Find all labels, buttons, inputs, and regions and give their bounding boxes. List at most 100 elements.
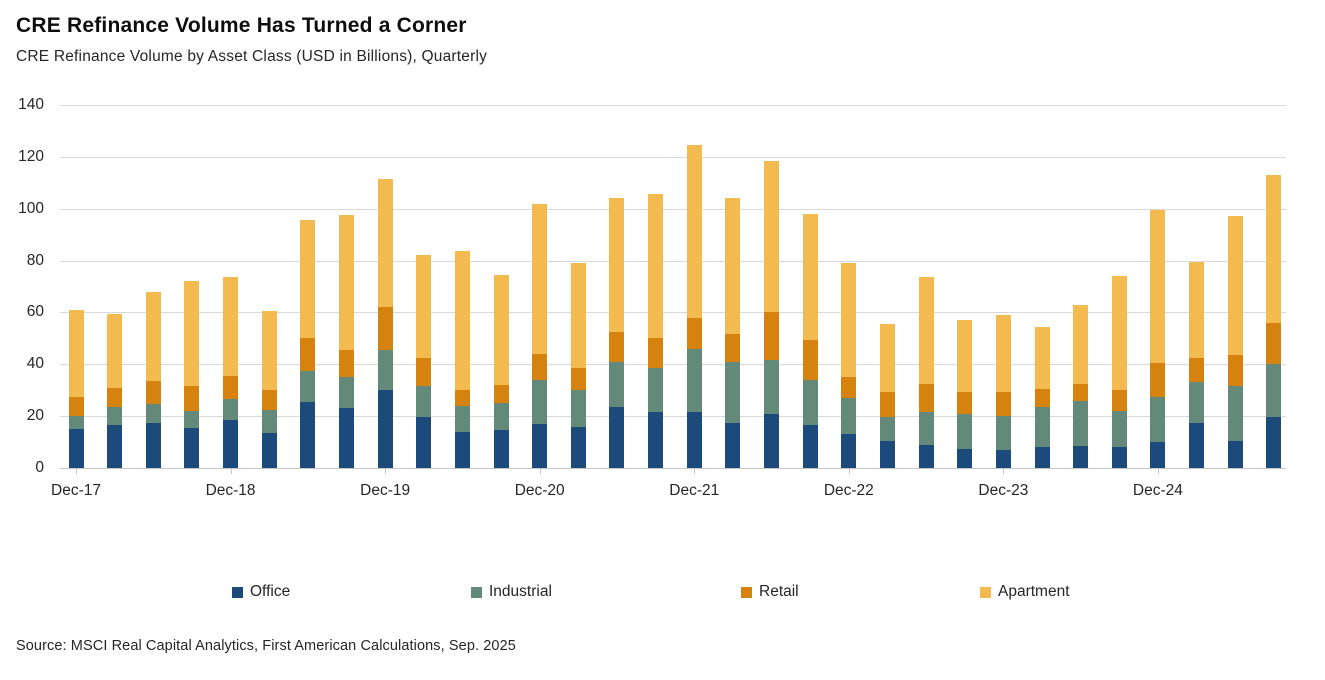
bar-segment-office-jun-24 <box>1073 445 1089 468</box>
bar-segment-industrial-jun-24 <box>1073 400 1089 446</box>
bar-segment-apartment-sep-24 <box>1111 276 1127 391</box>
bar-segment-apartment-mar-25 <box>1189 261 1205 358</box>
bar-segment-industrial-mar-23 <box>879 417 895 441</box>
bar-segment-industrial-jun-25 <box>1227 386 1243 441</box>
gridline <box>60 364 1286 366</box>
bar-segment-office-sep-24 <box>1111 447 1127 468</box>
y-tick-label: 40 <box>26 355 44 373</box>
legend-label-office: Office <box>250 583 291 600</box>
gridline <box>60 260 1286 262</box>
bar-segment-office-dec-22 <box>841 434 857 468</box>
bar-segment-retail-dec-24 <box>1150 362 1166 397</box>
bar-segment-apartment-jun-19 <box>300 220 316 339</box>
bar-segment-apartment-dec-18 <box>223 277 239 376</box>
bar-segment-retail-dec-18 <box>223 375 239 400</box>
bar-segment-retail-mar-23 <box>879 391 895 418</box>
x-tick-mark <box>848 468 850 474</box>
bar-segment-industrial-dec-19 <box>377 350 393 391</box>
bar-segment-retail-mar-18 <box>107 387 123 408</box>
bar-segment-industrial-dec-20 <box>532 379 548 424</box>
bar-segment-office-jun-23 <box>918 444 934 468</box>
legend-item-industrial: Industrial <box>471 583 552 601</box>
bar-segment-apartment-dec-22 <box>841 263 857 378</box>
x-tick-mark <box>385 468 387 474</box>
x-tick-mark <box>1157 468 1159 474</box>
bar-segment-retail-jun-23 <box>918 383 934 413</box>
bar-segment-retail-dec-19 <box>377 307 393 351</box>
bar-segment-office-jun-18 <box>145 422 161 468</box>
bar-segment-industrial-mar-19 <box>261 409 277 433</box>
y-tick-label: 60 <box>26 303 44 321</box>
bar-segment-office-mar-25 <box>1189 422 1205 468</box>
bar-segment-industrial-sep-20 <box>493 403 509 431</box>
bar-segment-apartment-dec-19 <box>377 178 393 308</box>
legend-item-apartment: Apartment <box>980 583 1070 601</box>
bar-segment-office-sep-22 <box>802 425 818 468</box>
bar-segment-office-dec-21 <box>686 412 702 468</box>
bar-segment-office-sep-18 <box>184 427 200 468</box>
bar-segment-retail-sep-25 <box>1266 322 1282 365</box>
bar-segment-retail-jun-19 <box>300 338 316 371</box>
bar-segment-industrial-jun-22 <box>764 360 780 414</box>
x-tick-label: Dec-22 <box>823 482 874 499</box>
bar-segment-office-sep-23 <box>957 448 973 468</box>
bar-segment-office-jun-19 <box>300 401 316 468</box>
bar-segment-retail-sep-19 <box>338 350 354 378</box>
bar-segment-industrial-dec-21 <box>686 348 702 413</box>
bar-segment-apartment-mar-21 <box>570 263 586 369</box>
bar-segment-apartment-dec-17 <box>68 309 84 397</box>
legend-label-apartment: Apartment <box>998 583 1070 600</box>
x-axis-line <box>60 468 1286 469</box>
x-tick-label: Dec-18 <box>205 482 256 499</box>
gridline <box>60 105 1286 106</box>
bar-segment-retail-jun-21 <box>609 331 625 362</box>
bar-segment-retail-mar-21 <box>570 368 586 391</box>
bar-segment-retail-sep-20 <box>493 385 509 404</box>
bar-segment-retail-sep-21 <box>648 338 664 369</box>
bar-segment-apartment-jun-25 <box>1227 216 1243 356</box>
bar-segment-apartment-sep-25 <box>1266 175 1282 323</box>
bar-segment-office-jun-21 <box>609 407 625 468</box>
legend-item-office: Office <box>232 583 290 601</box>
bar-segment-office-dec-24 <box>1150 442 1166 468</box>
bar-segment-apartment-dec-23 <box>995 315 1011 392</box>
x-tick-label: Dec-21 <box>669 482 720 499</box>
bar-segment-office-sep-25 <box>1266 417 1282 468</box>
bar-segment-office-dec-20 <box>532 423 548 468</box>
legend-item-retail: Retail <box>741 583 799 601</box>
bar-segment-retail-jun-24 <box>1073 383 1089 401</box>
bar-segment-industrial-mar-22 <box>725 361 741 423</box>
bar-segment-industrial-dec-17 <box>68 416 84 430</box>
bar-segment-industrial-jun-20 <box>454 405 470 432</box>
bar-segment-office-dec-18 <box>223 420 239 468</box>
y-tick-label: 80 <box>26 251 44 269</box>
bar-segment-apartment-jun-22 <box>764 160 780 313</box>
bar-segment-retail-dec-23 <box>995 391 1011 417</box>
x-tick-mark <box>539 468 541 474</box>
bar-segment-apartment-jun-21 <box>609 198 625 332</box>
bar-segment-office-mar-23 <box>879 440 895 468</box>
bar-segment-industrial-mar-18 <box>107 407 123 426</box>
source-note: Source: MSCI Real Capital Analytics, Fir… <box>16 638 516 654</box>
bar-segment-office-mar-24 <box>1034 447 1050 468</box>
bar-segment-industrial-sep-25 <box>1266 364 1282 418</box>
y-tick-label: 140 <box>18 96 44 113</box>
bar-segment-retail-jun-22 <box>764 312 780 361</box>
bar-segment-retail-jun-20 <box>454 390 470 406</box>
bar-segment-industrial-mar-21 <box>570 390 586 427</box>
bar-segment-retail-mar-24 <box>1034 388 1050 408</box>
bar-segment-apartment-dec-20 <box>532 203 548 354</box>
bar-segment-retail-mar-19 <box>261 390 277 410</box>
bar-segment-industrial-sep-24 <box>1111 410 1127 448</box>
legend-swatch-apartment <box>980 586 991 598</box>
x-tick-label: Dec-24 <box>1132 482 1183 499</box>
bar-segment-apartment-jun-24 <box>1073 304 1089 384</box>
x-tick-mark <box>694 468 696 474</box>
bar-segment-apartment-dec-21 <box>686 145 702 318</box>
bar-segment-apartment-sep-21 <box>648 194 664 339</box>
bar-segment-office-jun-25 <box>1227 440 1243 468</box>
bar-segment-retail-dec-21 <box>686 317 702 349</box>
bar-segment-apartment-sep-19 <box>338 215 354 351</box>
bar-segment-industrial-mar-24 <box>1034 407 1050 448</box>
x-tick-mark <box>76 468 77 474</box>
